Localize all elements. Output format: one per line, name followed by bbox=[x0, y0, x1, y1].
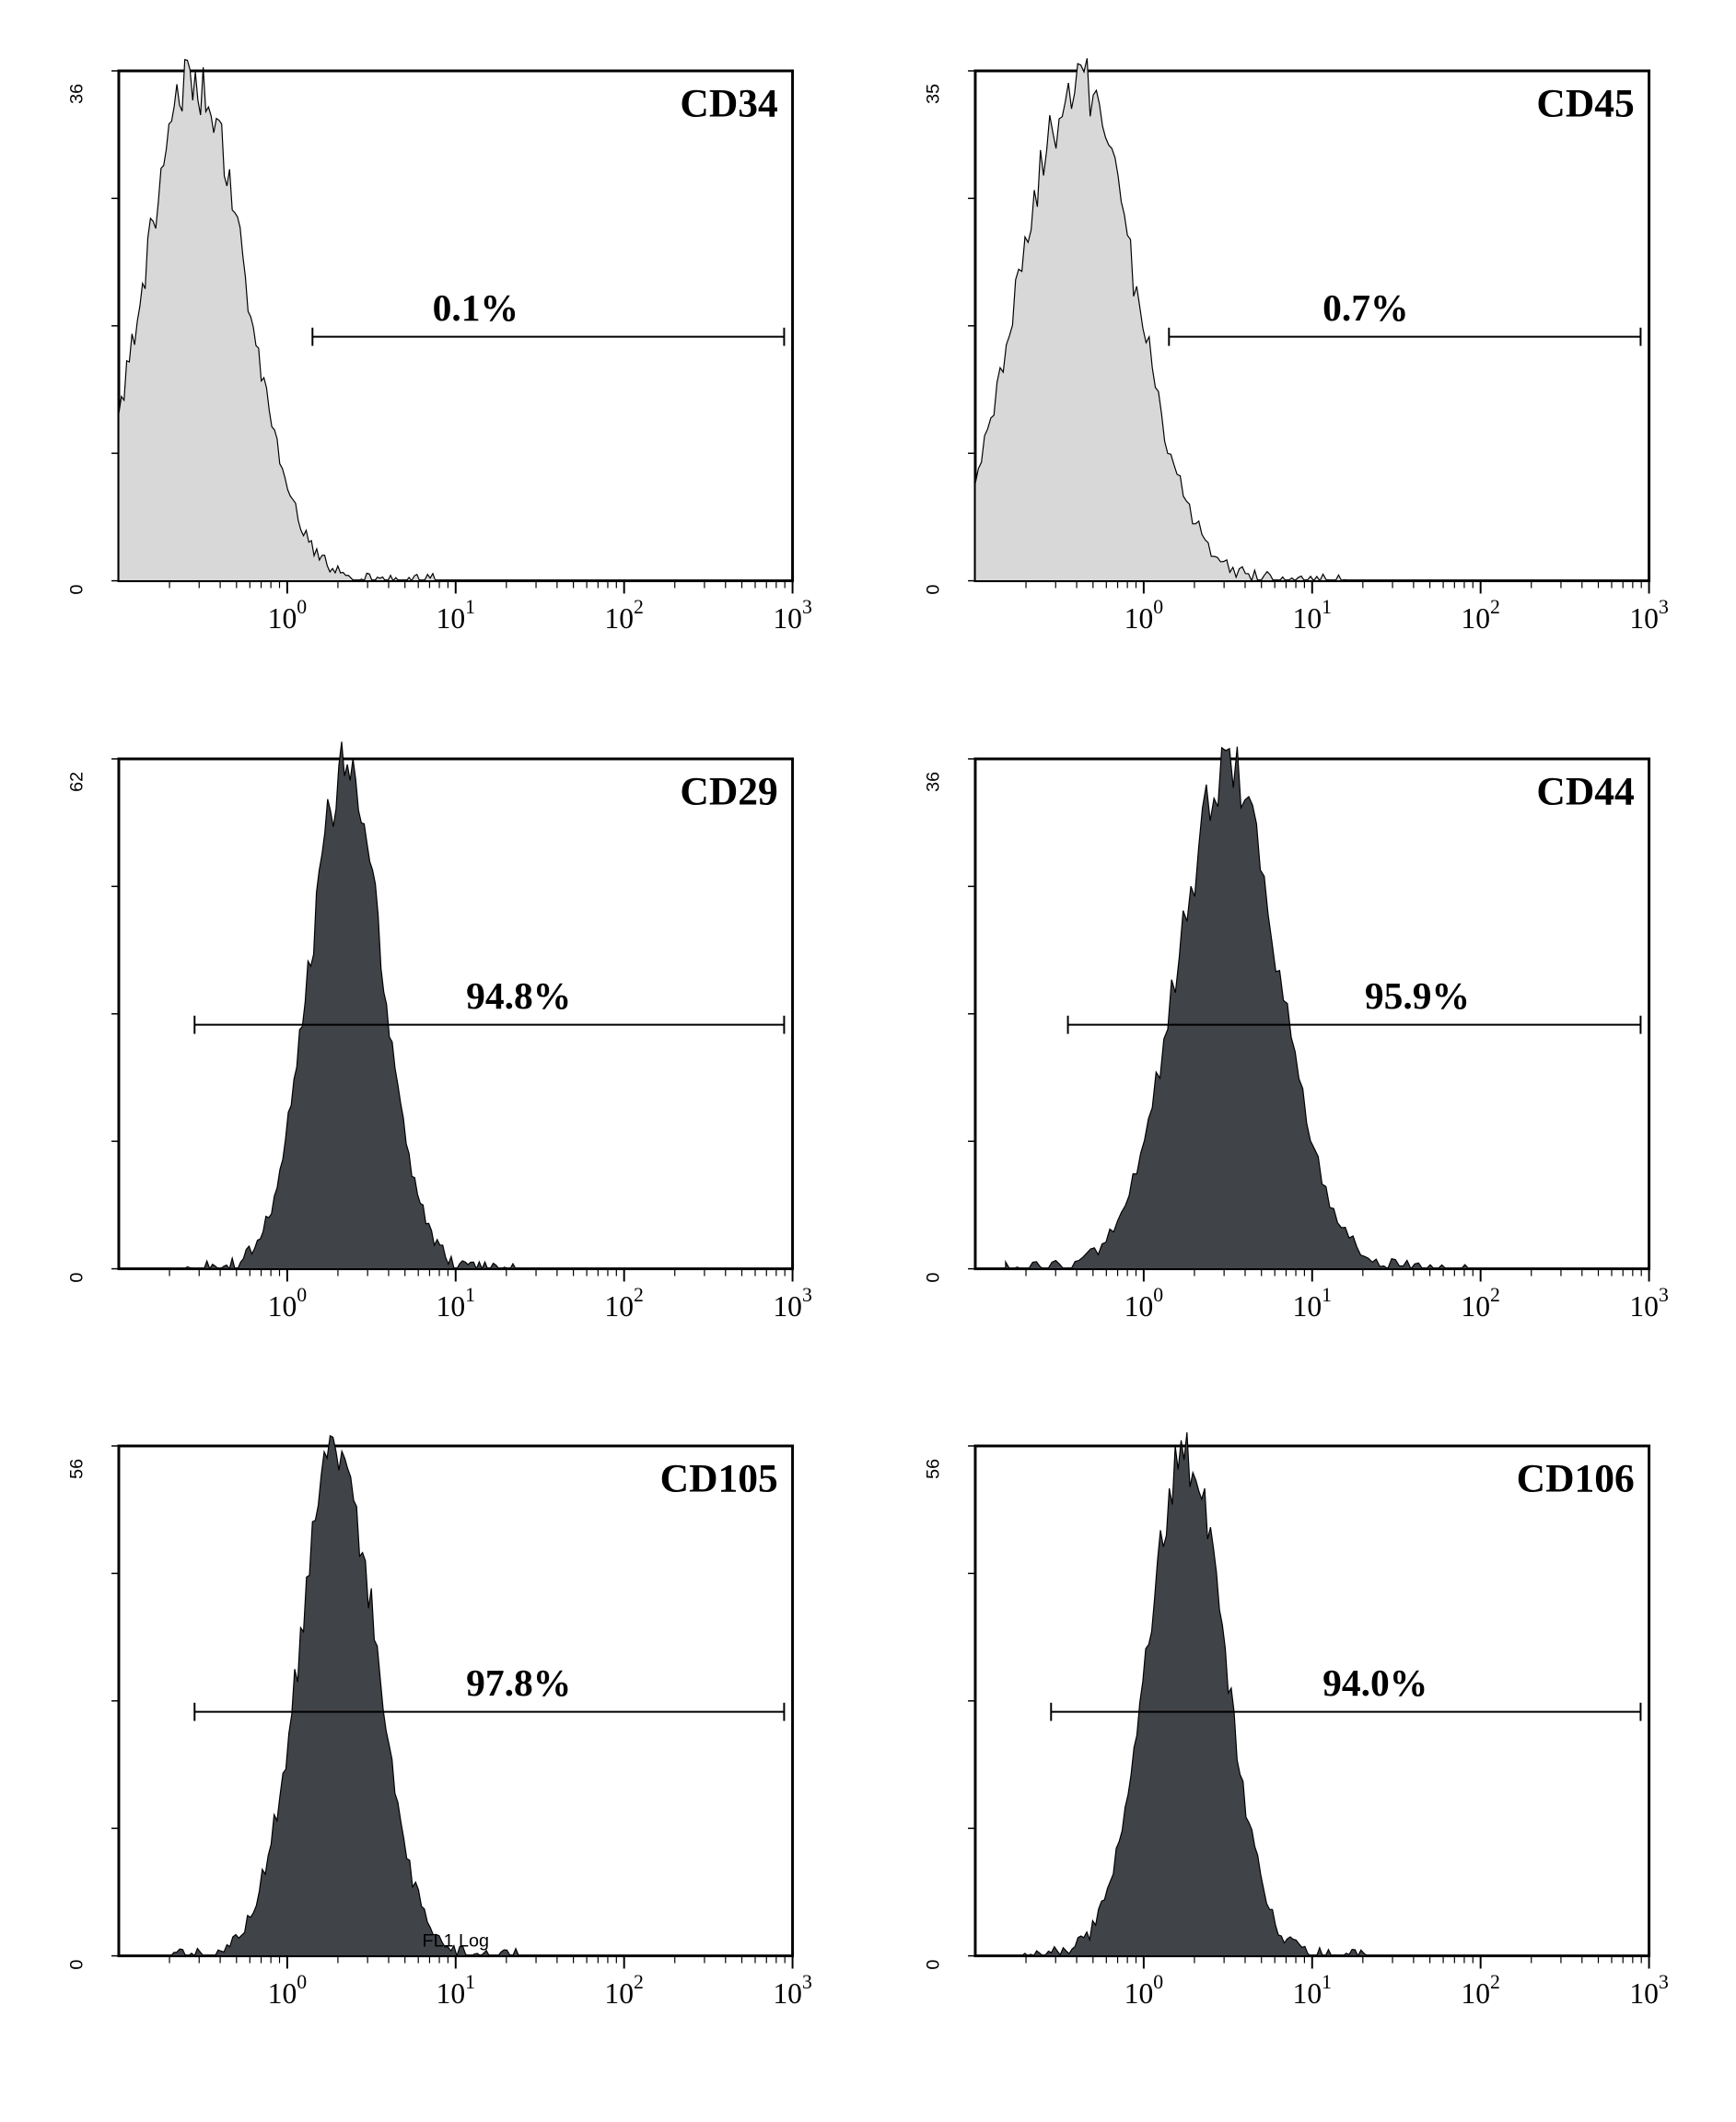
y-zero-label: 0 bbox=[923, 585, 943, 595]
y-max-label: 36 bbox=[66, 84, 87, 104]
panel-cd29: 94.8% CD29 100 101 102 103 62 0 bbox=[37, 725, 838, 1376]
histogram-cd29: 94.8% CD29 100 101 102 103 62 0 bbox=[37, 725, 838, 1376]
x-tick-label: 100 bbox=[1124, 1972, 1164, 2011]
x-axis-title: FL1 Log bbox=[423, 1931, 490, 1952]
histogram-grid: 0.1% CD34 100 101 102 103 36 0 0.7% CD45 100 101 102… bbox=[37, 37, 1695, 2063]
percent-label: 94.8% bbox=[466, 974, 571, 1017]
x-tick-label: 103 bbox=[773, 1284, 812, 1323]
percent-label: 0.1% bbox=[433, 286, 518, 329]
x-tick-label: 102 bbox=[604, 1972, 643, 2011]
percent-label: 94.0% bbox=[1322, 1661, 1427, 1704]
x-tick-label: 103 bbox=[1629, 1972, 1669, 2011]
x-tick-label: 103 bbox=[1629, 1284, 1669, 1323]
percent-label: 97.8% bbox=[466, 1661, 571, 1704]
panel-cd34: 0.1% CD34 100 101 102 103 36 0 bbox=[37, 37, 838, 688]
histogram-cd44: 95.9% CD44 100 101 102 103 36 0 bbox=[893, 725, 1695, 1376]
x-tick-label: 102 bbox=[604, 596, 643, 635]
panel-cd44: 95.9% CD44 100 101 102 103 36 0 bbox=[893, 725, 1695, 1376]
x-tick-label: 101 bbox=[1293, 1284, 1333, 1323]
histogram-cd45: 0.7% CD45 100 101 102 103 35 0 bbox=[893, 37, 1695, 688]
y-max-label: 56 bbox=[66, 1459, 87, 1479]
x-tick-label: 102 bbox=[1461, 1972, 1499, 2011]
marker-label: CD106 bbox=[1517, 1457, 1635, 1501]
x-tick-label: 101 bbox=[1293, 1972, 1333, 2011]
marker-label: CD45 bbox=[1536, 81, 1634, 125]
x-tick-label: 103 bbox=[773, 596, 812, 635]
histogram-cd34: 0.1% CD34 100 101 102 103 36 0 bbox=[37, 37, 838, 688]
histogram-cd105: 97.8% CD105 100 101 102 103 56 0 FL1 Log bbox=[37, 1412, 838, 2063]
marker-label: CD44 bbox=[1536, 769, 1634, 813]
x-tick-label: 103 bbox=[773, 1972, 812, 2011]
x-tick-label: 101 bbox=[437, 596, 475, 635]
x-tick-label: 101 bbox=[437, 1284, 475, 1323]
x-tick-label: 100 bbox=[268, 1284, 308, 1323]
x-tick-label: 103 bbox=[1629, 596, 1669, 635]
y-zero-label: 0 bbox=[923, 1272, 943, 1282]
x-tick-label: 102 bbox=[604, 1284, 643, 1323]
y-zero-label: 0 bbox=[923, 1960, 943, 1970]
y-max-label: 56 bbox=[923, 1459, 943, 1479]
panel-cd106: 94.0% CD106 100 101 102 103 56 0 bbox=[893, 1412, 1695, 2063]
x-tick-label: 100 bbox=[268, 1972, 308, 2011]
marker-label: CD34 bbox=[680, 81, 777, 125]
y-max-label: 35 bbox=[923, 84, 943, 104]
x-tick-label: 100 bbox=[268, 596, 308, 635]
histogram-cd106: 94.0% CD106 100 101 102 103 56 0 bbox=[893, 1412, 1695, 2063]
y-max-label: 36 bbox=[923, 771, 943, 791]
x-tick-label: 101 bbox=[437, 1972, 475, 2011]
x-tick-label: 102 bbox=[1461, 1284, 1499, 1323]
marker-label: CD105 bbox=[660, 1457, 778, 1501]
x-tick-label: 101 bbox=[1293, 596, 1333, 635]
panel-cd105: 97.8% CD105 100 101 102 103 56 0 FL1 Log bbox=[37, 1412, 838, 2063]
percent-label: 0.7% bbox=[1322, 286, 1408, 329]
y-zero-label: 0 bbox=[66, 1960, 87, 1970]
x-tick-label: 100 bbox=[1124, 1284, 1164, 1323]
y-zero-label: 0 bbox=[66, 1272, 87, 1282]
x-tick-label: 100 bbox=[1124, 596, 1164, 635]
percent-label: 95.9% bbox=[1365, 974, 1470, 1017]
marker-label: CD29 bbox=[680, 769, 777, 813]
y-max-label: 62 bbox=[66, 771, 87, 791]
panel-cd45: 0.7% CD45 100 101 102 103 35 0 bbox=[893, 37, 1695, 688]
x-tick-label: 102 bbox=[1461, 596, 1499, 635]
y-zero-label: 0 bbox=[66, 585, 87, 595]
